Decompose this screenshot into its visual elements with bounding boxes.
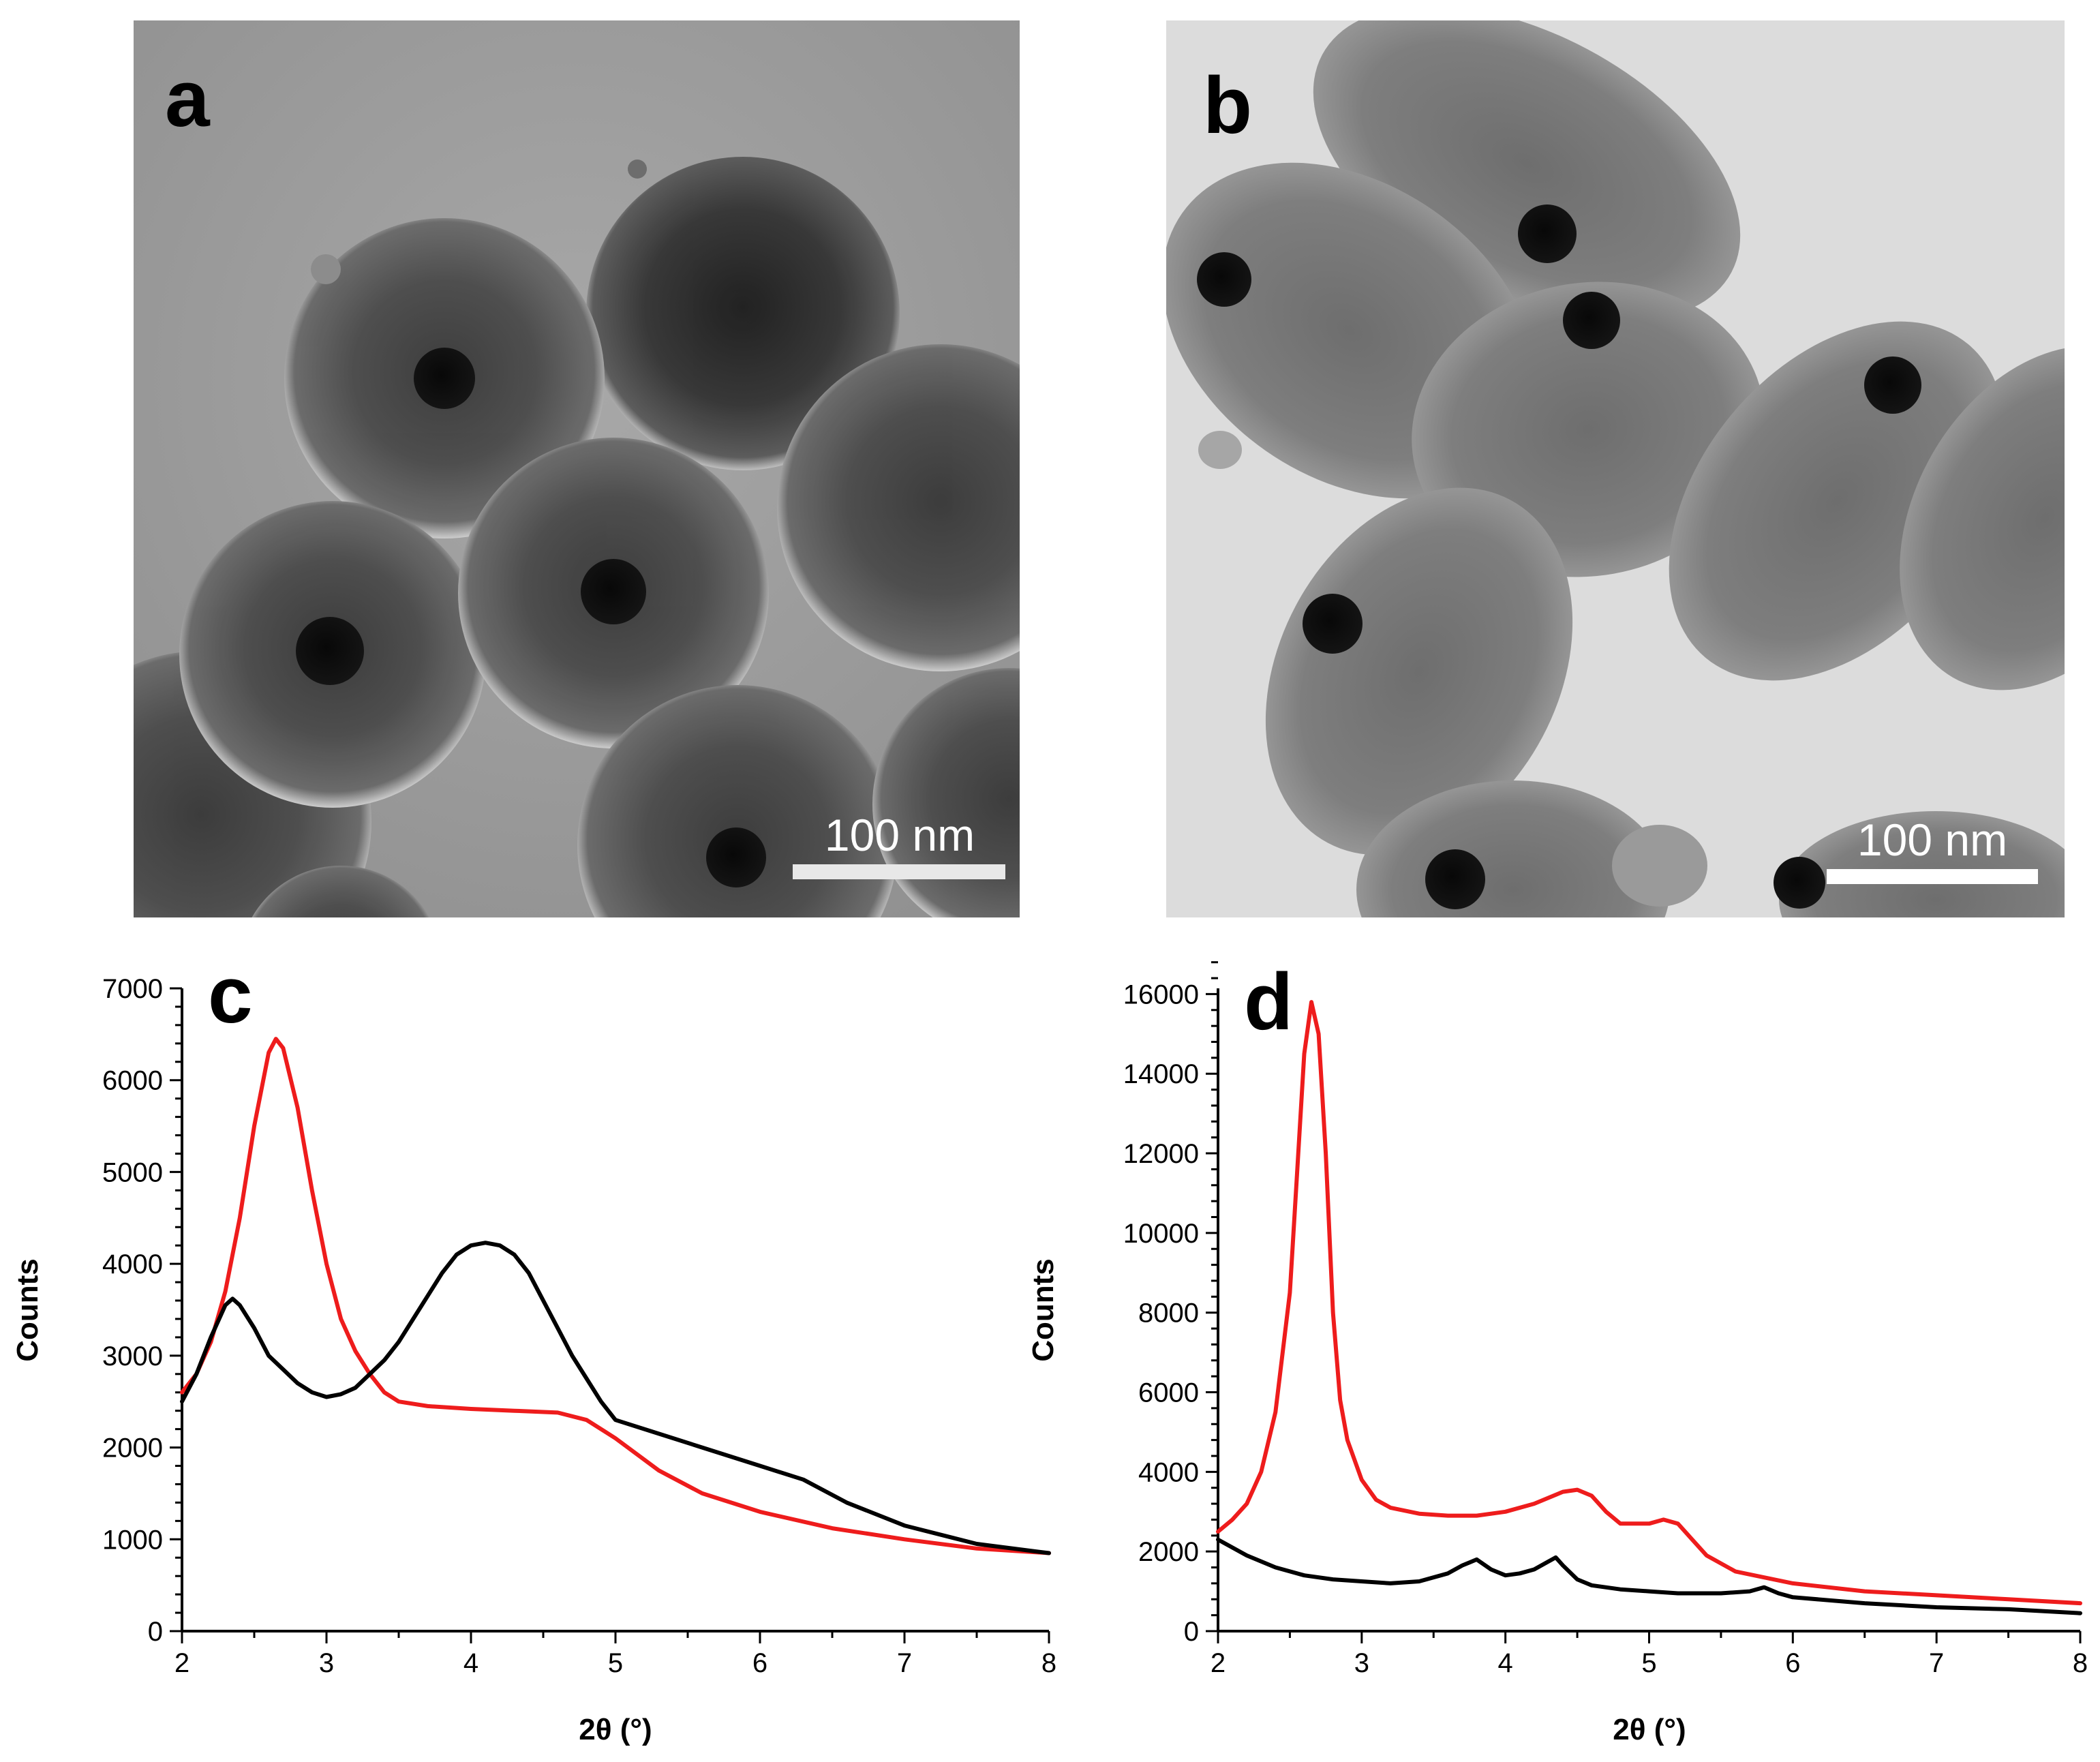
scalebar (793, 864, 1005, 879)
panel-label-a: a (165, 54, 211, 144)
core (414, 348, 475, 409)
scalebar (1827, 869, 2038, 884)
y-axis-title: Counts (1026, 1258, 1060, 1362)
core (1518, 204, 1577, 263)
panel-label-b: b (1203, 61, 1252, 151)
scalebar-label: 100 nm (1857, 815, 2007, 865)
y-tick-label: 6000 (1138, 1378, 1199, 1408)
y-tick-label: 8000 (1138, 1298, 1199, 1328)
sphere (577, 685, 898, 917)
series-line-red (1216, 1000, 2082, 1606)
x-tick-label: 8 (1041, 1648, 1056, 1678)
sphere (586, 157, 900, 470)
y-tick-label: 2000 (1138, 1537, 1199, 1567)
x-tick-label: 5 (608, 1648, 623, 1678)
x-tick-label: 8 (2073, 1648, 2088, 1678)
x-tick-label: 4 (1498, 1648, 1513, 1678)
y-tick-label: 0 (148, 1617, 163, 1647)
core (1303, 594, 1363, 654)
x-tick-label: 3 (1354, 1648, 1369, 1678)
chart-c: 2 3 4 5 6 7 8 0 1000 2000 3000 4000 5000 6000 7000 c 2… (11, 950, 1056, 1746)
sphere (777, 344, 1020, 671)
core (581, 559, 646, 624)
x-tick-label: 4 (463, 1648, 478, 1678)
x-tick-label: 2 (174, 1648, 189, 1678)
y-tick-label: 2000 (102, 1433, 163, 1463)
core (1197, 252, 1251, 307)
x-axis-title: 2θ (°) (579, 1713, 652, 1746)
y-tick-label: 10000 (1123, 1219, 1199, 1249)
x-tick-label: 3 (319, 1648, 334, 1678)
chart-d: 2 3 4 5 6 7 8 0 2000 4000 6000 8000 10000 12000 14000 1… (1026, 957, 2088, 1746)
x-tick-label: 5 (1641, 1648, 1656, 1678)
particle (1900, 346, 2065, 690)
x-tick-label: 7 (897, 1648, 912, 1678)
y-tick-label: 4000 (1138, 1457, 1199, 1487)
core (1425, 849, 1485, 909)
x-tick-label: 6 (1785, 1648, 1800, 1678)
panel-b-tem-image: 100 nm b (1166, 20, 2065, 917)
particle (1265, 487, 1573, 855)
core (296, 617, 364, 685)
panel-label-c: c (208, 950, 253, 1040)
panel-label-d: d (1244, 957, 1293, 1047)
y-tick-label: 14000 (1123, 1059, 1199, 1089)
series-line-red (180, 1037, 1051, 1555)
x-tick-label: 7 (1929, 1648, 1944, 1678)
core (1774, 857, 1825, 909)
sphere (252, 866, 430, 917)
panel-a-tem-image: 100 nm a (134, 20, 1020, 917)
y-tick-label: 12000 (1123, 1139, 1199, 1169)
x-axis-title: 2θ (°) (1613, 1713, 1686, 1746)
scalebar-label: 100 nm (825, 810, 975, 860)
y-tick-label: 0 (1184, 1617, 1199, 1647)
y-tick-label: 7000 (102, 974, 163, 1004)
y-tick-label: 16000 (1123, 979, 1199, 1009)
y-tick-label: 3000 (102, 1341, 163, 1371)
series-line-black (1216, 1537, 2082, 1615)
core (706, 827, 766, 887)
y-tick-label: 1000 (102, 1525, 163, 1555)
core (1864, 356, 1921, 414)
x-tick-label: 2 (1211, 1648, 1226, 1678)
sphere (872, 668, 1020, 917)
y-tick-label: 6000 (102, 1066, 163, 1096)
series-line-black (180, 1241, 1051, 1555)
x-tick-label: 6 (752, 1648, 767, 1678)
y-axis-title: Counts (11, 1258, 44, 1362)
y-tick-label: 4000 (102, 1249, 163, 1279)
particle (1779, 811, 2065, 917)
y-tick-label: 5000 (102, 1157, 163, 1187)
core (1563, 292, 1620, 349)
